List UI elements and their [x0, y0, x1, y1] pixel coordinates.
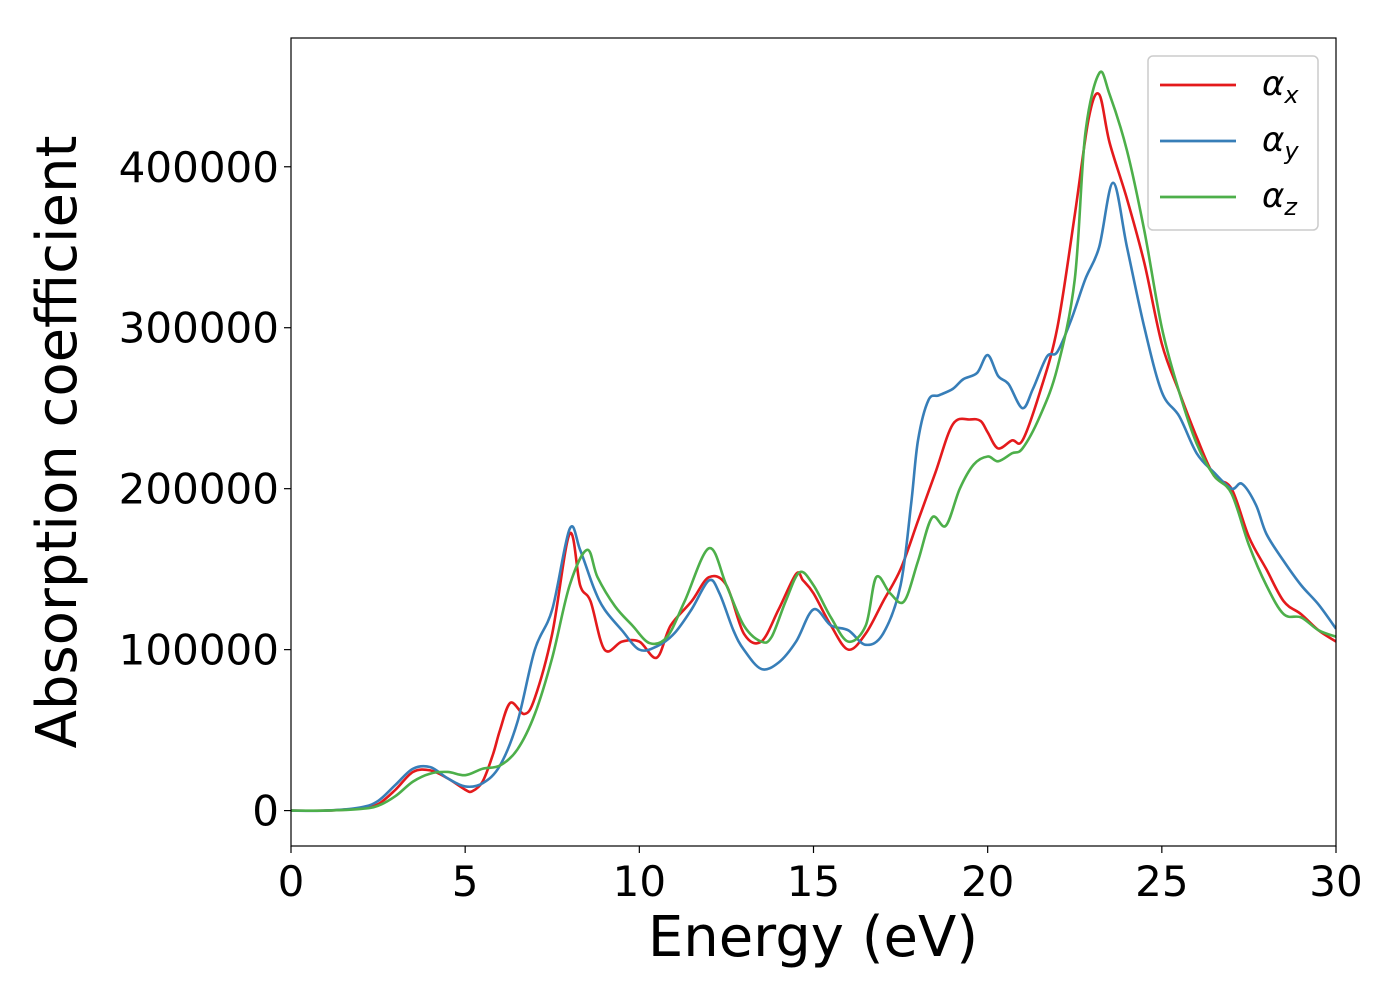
- y-tick-label: 0: [252, 787, 279, 836]
- x-tick-label: 25: [1135, 857, 1188, 906]
- legend-label-z: αz: [1262, 176, 1298, 221]
- y-axis-title: Absorption coefficient: [25, 136, 90, 749]
- x-tick-label: 15: [787, 857, 840, 906]
- legend: αx αy αz: [1147, 55, 1319, 231]
- series-line-x: [291, 92, 1336, 813]
- legend-label-y: αy: [1262, 120, 1299, 165]
- series-line-z: [291, 70, 1336, 813]
- legend-label-x: αx: [1262, 64, 1299, 109]
- y-tick-label: 300000: [119, 304, 279, 353]
- y-axis: 0 100000 200000 300000 400000: [119, 143, 291, 836]
- x-tick-label: 20: [961, 857, 1014, 906]
- y-tick-label: 200000: [119, 465, 279, 514]
- x-tick-label: 10: [613, 857, 666, 906]
- x-tick-label: 5: [452, 857, 479, 906]
- x-tick-label: 30: [1309, 857, 1362, 906]
- y-tick-label: 100000: [119, 626, 279, 675]
- legend-box: [1147, 55, 1319, 231]
- y-tick-label: 400000: [119, 143, 279, 192]
- series-line-y: [291, 181, 1336, 813]
- x-axis-title: Energy (eV): [648, 905, 978, 970]
- x-axis: 0 5 10 15 20 25 30: [278, 846, 1363, 906]
- x-tick-label: 0: [278, 857, 305, 906]
